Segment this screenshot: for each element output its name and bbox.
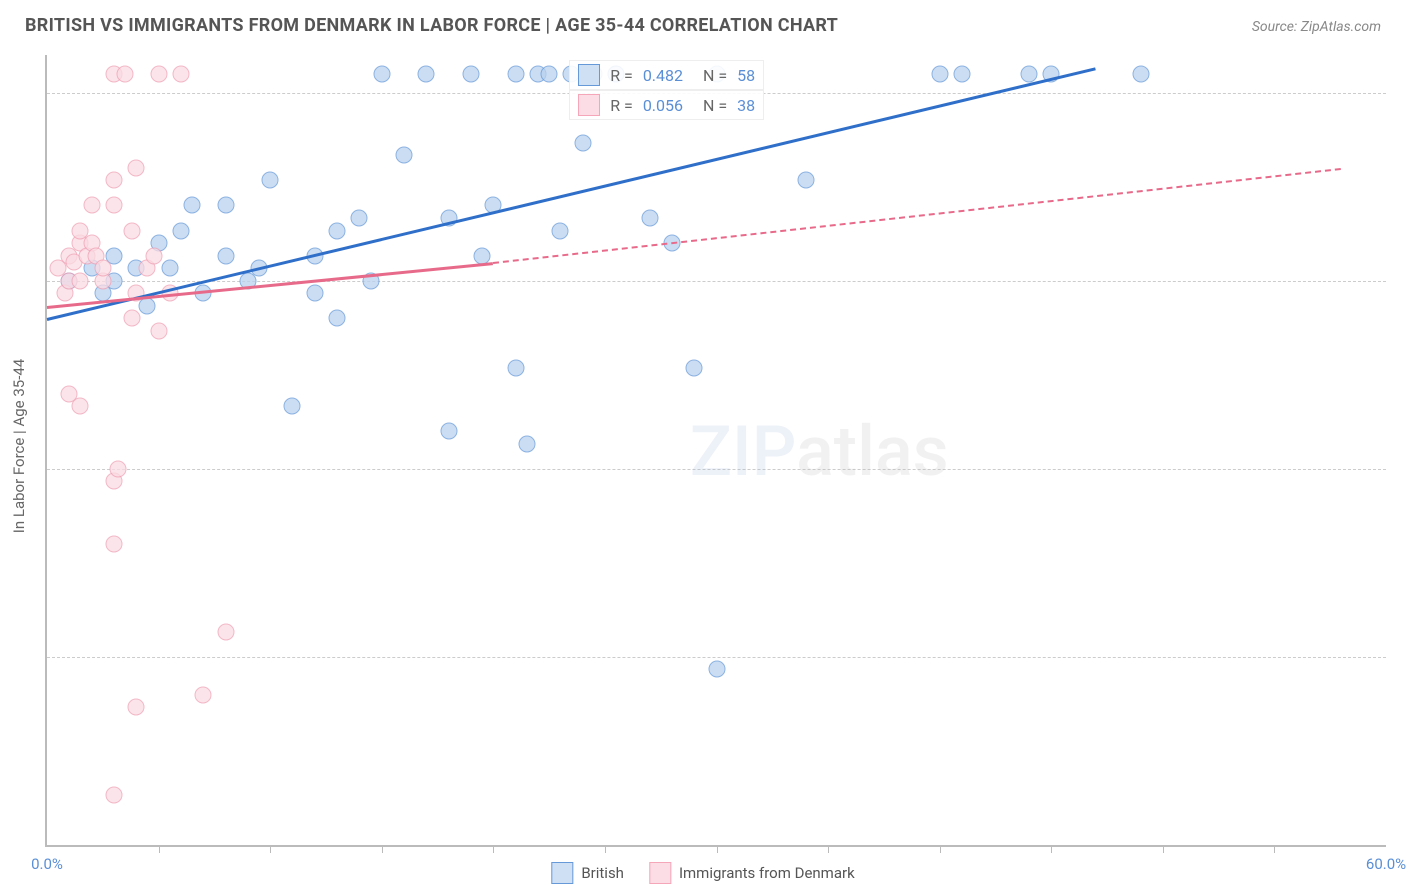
- data-point: [262, 172, 279, 189]
- data-point: [329, 222, 346, 239]
- data-point: [110, 460, 127, 477]
- data-point: [83, 197, 100, 214]
- data-point: [123, 310, 140, 327]
- data-point: [72, 272, 89, 289]
- swatch-icon: [551, 862, 573, 884]
- data-point: [172, 222, 189, 239]
- y-tick-label: 100.0%: [1391, 84, 1406, 102]
- data-point: [1132, 65, 1149, 82]
- stats-row-british: R = 0.482 N = 58: [569, 60, 764, 90]
- x-tick-mark: [1163, 845, 1164, 853]
- data-point: [306, 285, 323, 302]
- data-point: [953, 65, 970, 82]
- x-tick-mark: [940, 845, 941, 853]
- stats-box: R = 0.482 N = 58 R = 0.056 N = 38: [569, 60, 764, 120]
- data-point: [146, 247, 163, 264]
- data-point: [708, 661, 725, 678]
- y-tick-label: 55.0%: [1391, 648, 1406, 666]
- data-point: [105, 786, 122, 803]
- x-tick-mark: [717, 845, 718, 853]
- data-point: [284, 398, 301, 415]
- x-tick-mark: [493, 845, 494, 853]
- data-point: [507, 360, 524, 377]
- stats-row-denmark: R = 0.056 N = 38: [569, 90, 764, 120]
- data-point: [105, 536, 122, 553]
- y-tick-label: 70.0%: [1391, 460, 1406, 478]
- data-point: [128, 699, 145, 716]
- data-point: [105, 172, 122, 189]
- data-point: [686, 360, 703, 377]
- data-point: [641, 210, 658, 227]
- data-point: [329, 310, 346, 327]
- data-point: [797, 172, 814, 189]
- data-point: [574, 134, 591, 151]
- data-point: [123, 222, 140, 239]
- gridline: [47, 657, 1386, 658]
- data-point: [931, 65, 948, 82]
- data-point: [217, 247, 234, 264]
- gridline: [47, 469, 1386, 470]
- x-tick-label: 60.0%: [1366, 855, 1406, 873]
- legend: British Immigrants from Denmark: [551, 862, 854, 884]
- swatch-icon: [649, 862, 671, 884]
- data-point: [72, 398, 89, 415]
- data-point: [150, 322, 167, 339]
- data-point: [541, 65, 558, 82]
- data-point: [217, 623, 234, 640]
- data-point: [1020, 65, 1037, 82]
- swatch-icon: [578, 94, 600, 116]
- data-point: [351, 210, 368, 227]
- data-point: [463, 65, 480, 82]
- data-point: [150, 65, 167, 82]
- data-point: [128, 159, 145, 176]
- data-point: [117, 65, 134, 82]
- data-point: [184, 197, 201, 214]
- x-tick-mark: [1274, 845, 1275, 853]
- data-point: [418, 65, 435, 82]
- data-point: [440, 423, 457, 440]
- x-tick-mark: [159, 845, 160, 853]
- data-point: [161, 260, 178, 277]
- data-point: [507, 65, 524, 82]
- data-point: [94, 260, 111, 277]
- data-point: [373, 65, 390, 82]
- chart-area: 55.0%70.0%85.0%100.0%0.0%60.0% ZIPatlas …: [45, 55, 1386, 847]
- swatch-icon: [578, 64, 600, 86]
- data-point: [217, 197, 234, 214]
- chart-title: BRITISH VS IMMIGRANTS FROM DENMARK IN LA…: [25, 15, 838, 36]
- source-attribution: Source: ZipAtlas.com: [1252, 19, 1381, 35]
- data-point: [552, 222, 569, 239]
- x-tick-mark: [828, 845, 829, 853]
- y-axis-label: In Labor Force | Age 35-44: [10, 359, 28, 533]
- data-point: [396, 147, 413, 164]
- x-tick-mark: [382, 845, 383, 853]
- data-point: [105, 197, 122, 214]
- legend-item-british: British: [551, 862, 624, 884]
- legend-item-denmark: Immigrants from Denmark: [649, 862, 855, 884]
- x-tick-mark: [1051, 845, 1052, 853]
- data-point: [518, 435, 535, 452]
- y-tick-label: 85.0%: [1391, 272, 1406, 290]
- x-tick-mark: [605, 845, 606, 853]
- x-tick-label: 0.0%: [31, 855, 63, 873]
- data-point: [195, 686, 212, 703]
- data-point: [172, 65, 189, 82]
- x-tick-mark: [270, 845, 271, 853]
